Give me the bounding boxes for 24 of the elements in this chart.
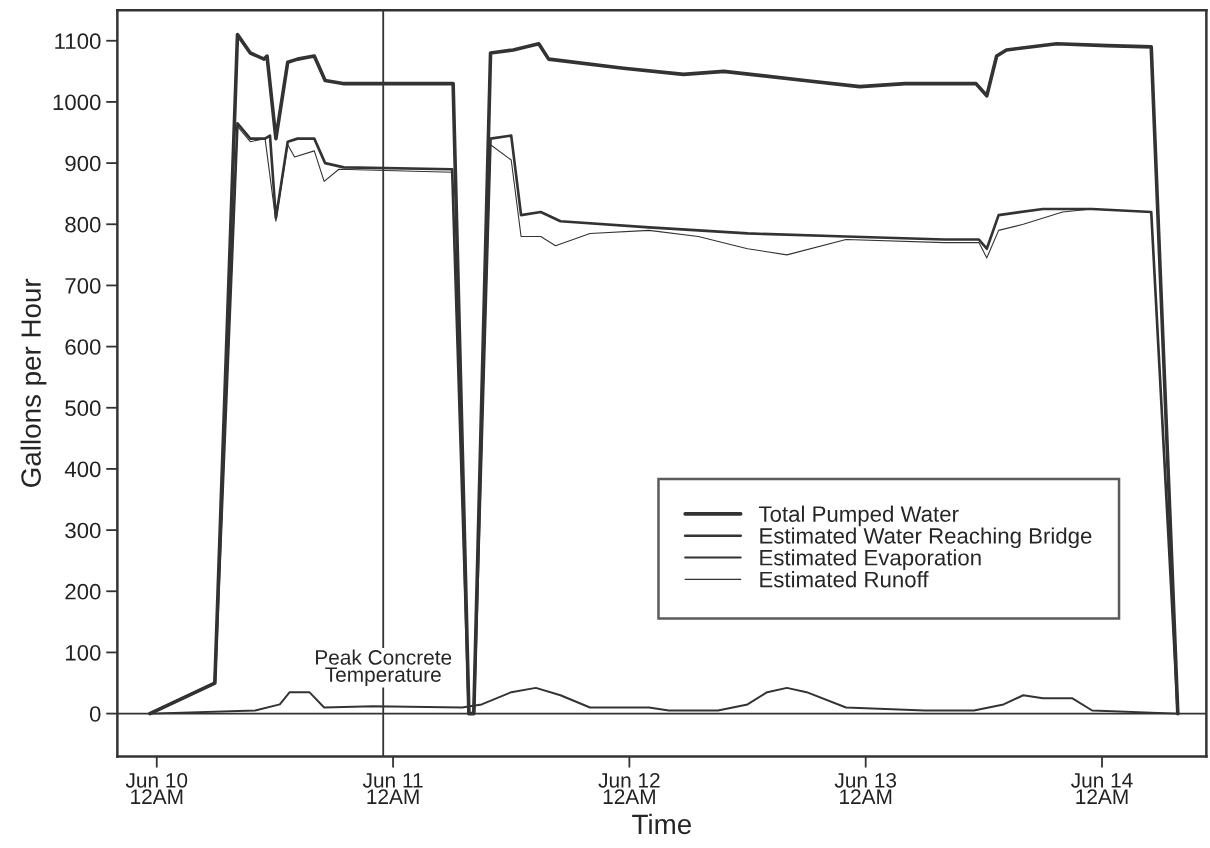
ref-line-label: Peak Concrete Temperature: [316, 649, 452, 687]
legend-label: Estimated Water Reaching Bridge: [760, 527, 1092, 549]
legend-label: Estimated Runoff: [760, 571, 929, 588]
x-tick-label: Jun 12 12AM: [598, 772, 660, 804]
y-tick-label: 300: [65, 522, 101, 539]
y-tick-label: 700: [65, 277, 101, 294]
y-tick-label: 0: [89, 706, 101, 722]
y-tick-label: 400: [64, 461, 101, 478]
y-tick-label: 900: [65, 155, 101, 172]
x-tick-label: Jun 14 12AM: [1071, 773, 1133, 804]
y-tick-label: 1000: [53, 94, 101, 111]
y-tick-label: 600: [65, 339, 101, 355]
x-tick-label: Jun 11 12AM: [362, 773, 423, 804]
y-tick-label: 800: [65, 216, 101, 233]
y-axis-title: Gallons per Hour: [20, 278, 47, 487]
x-tick-label: Jun 13 12AM: [834, 772, 897, 804]
y-tick-label: 100: [66, 644, 101, 661]
x-tick-label: Jun 10 12AM: [125, 772, 188, 804]
x-axis-title: Time: [632, 813, 691, 835]
legend-label: Total Pumped Water: [758, 505, 959, 527]
legend-label: Estimated Evaporation: [760, 549, 981, 570]
y-tick-label: 200: [65, 583, 101, 600]
y-tick-label: 500: [65, 400, 101, 417]
y-tick-label: 1100: [55, 33, 101, 50]
